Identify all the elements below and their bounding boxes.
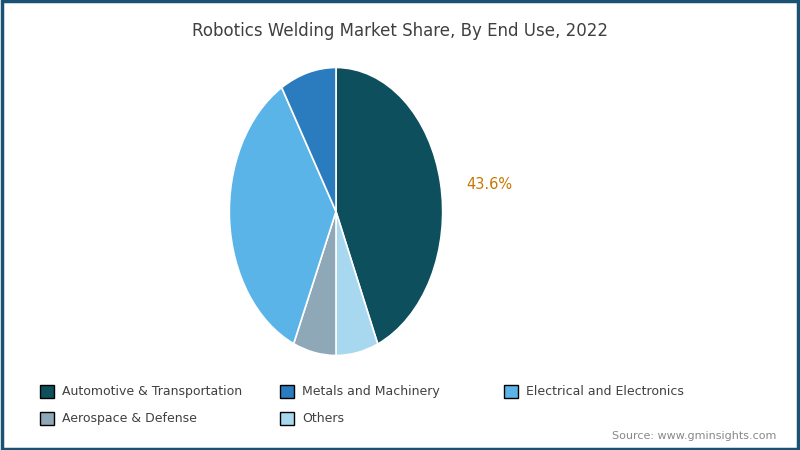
Text: Others: Others — [302, 412, 344, 425]
Wedge shape — [336, 212, 378, 356]
Text: 43.6%: 43.6% — [466, 177, 513, 192]
Wedge shape — [230, 88, 336, 344]
Wedge shape — [294, 212, 336, 356]
Text: Robotics Welding Market Share, By End Use, 2022: Robotics Welding Market Share, By End Us… — [192, 22, 608, 40]
Text: Source: www.gminsights.com: Source: www.gminsights.com — [612, 431, 776, 441]
Text: Aerospace & Defense: Aerospace & Defense — [62, 412, 198, 425]
Text: Electrical and Electronics: Electrical and Electronics — [526, 385, 684, 398]
Wedge shape — [336, 68, 442, 344]
Text: Metals and Machinery: Metals and Machinery — [302, 385, 440, 398]
Text: Automotive & Transportation: Automotive & Transportation — [62, 385, 242, 398]
Wedge shape — [282, 68, 336, 211]
